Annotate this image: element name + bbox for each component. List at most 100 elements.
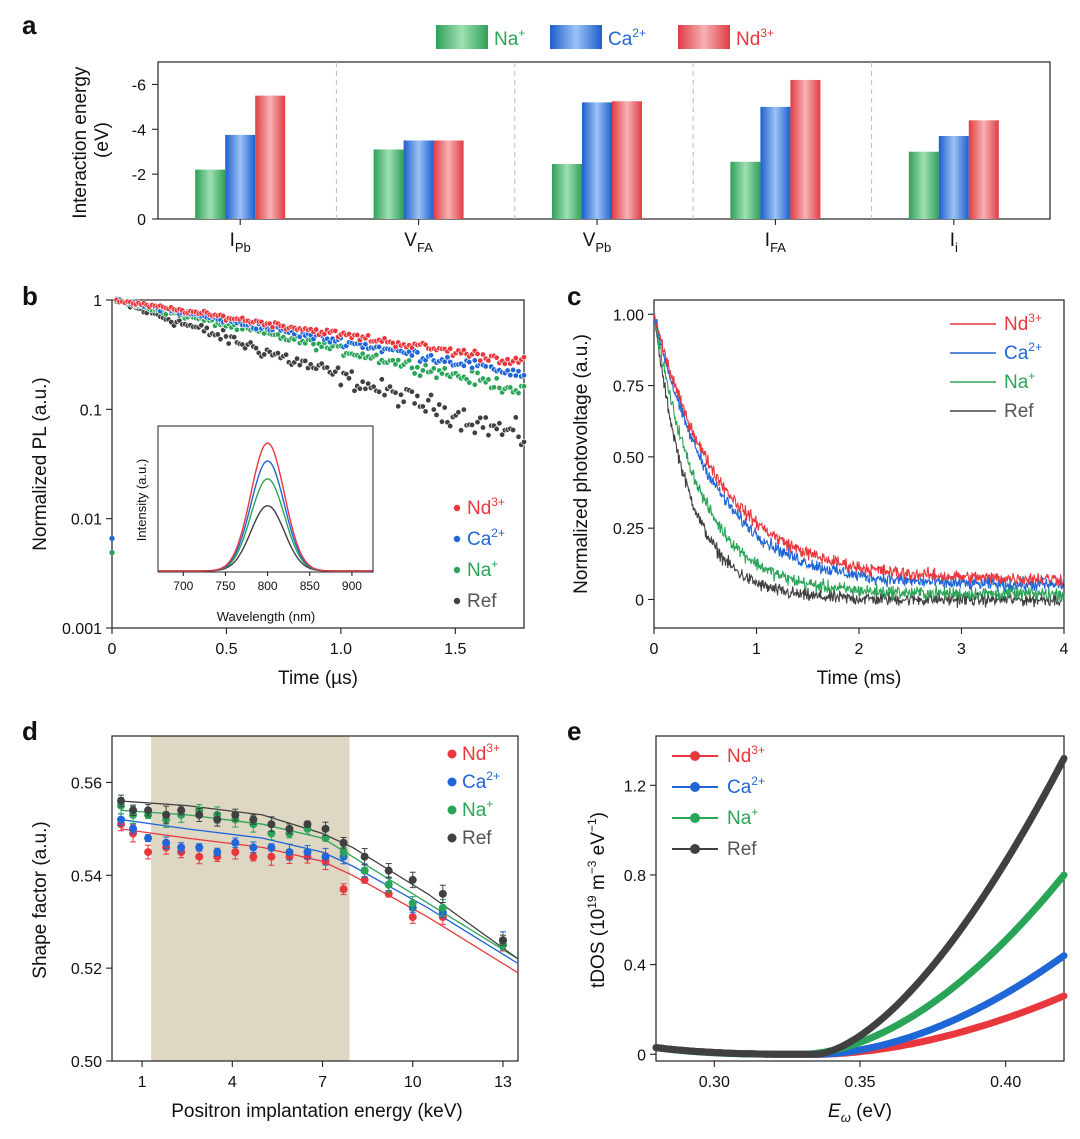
data-point-ca (144, 834, 153, 843)
data-point-ref (438, 889, 447, 898)
x-tick-label: 0.40 (990, 1074, 1021, 1091)
x-tick-label: 1 (752, 641, 761, 658)
inset-x-tick-label: 850 (300, 579, 320, 593)
bar-ca (760, 106, 791, 219)
data-point-ca (515, 368, 522, 375)
data-point-ref (392, 389, 399, 396)
legend-label-nd: Nd3+ (467, 495, 505, 519)
data-point-na (419, 367, 426, 374)
data-point-na (520, 383, 527, 390)
data-point-ca (195, 843, 204, 852)
legend-label-ref-base: Ref (462, 828, 492, 849)
bar-nd (433, 140, 464, 219)
data-point-na (384, 880, 393, 889)
legend-swatch-nd (678, 25, 730, 49)
y-tick-label: 0 (137, 212, 146, 229)
data-point-ref (395, 403, 402, 410)
data-point-nd (231, 848, 240, 857)
y-tick-label: 0 (637, 1047, 646, 1064)
data-point-ca (362, 341, 369, 348)
y-tick-label: 0.52 (71, 961, 102, 978)
data-point-ref (512, 414, 519, 421)
y-tick-label: 0.01 (71, 512, 102, 529)
data-point-ref (249, 815, 258, 824)
data-point-ref (231, 334, 238, 341)
legend-label-na: Na+ (462, 797, 493, 821)
bar-ca (938, 136, 969, 219)
panel-c-xlabel: Time (ms) (817, 668, 902, 689)
data-point-ca (520, 372, 527, 379)
data-point-nd (339, 885, 348, 894)
panel-c-legend: Nd3+ Ca2+ Na+ Ref (950, 311, 1042, 422)
panel-e-ylabel: tDOS (1019 m−3 eV−1) (585, 812, 609, 988)
panel-a-ylabel-line2: (eV) (92, 122, 113, 158)
x-tick-label: 13 (494, 1074, 512, 1091)
legend-swatch-ca (550, 25, 602, 49)
legend-label-ca-sup: 2+ (491, 526, 505, 540)
panel-label-e: e (567, 716, 581, 746)
data-point-na (485, 376, 492, 383)
data-point-ref (359, 378, 366, 385)
legend-label-ca-sup: 2+ (486, 769, 500, 783)
y-tick-label: 1 (93, 293, 102, 310)
data-point-na (359, 350, 366, 357)
x-tick-label: 1.5 (444, 641, 466, 658)
data-point-ref (384, 866, 393, 875)
inset-curve-nd (158, 442, 373, 572)
legend-label-na-base: Na (462, 800, 487, 821)
legend-label-ca: Ca2+ (727, 774, 765, 798)
data-point-ref (318, 360, 325, 367)
legend-marker-ca (447, 777, 457, 787)
x-tick-label-sub: FA (770, 240, 786, 255)
panel-a-ylabel-line1: Interaction energy (70, 66, 91, 219)
data-point-ref (515, 433, 522, 440)
data-point-ref (343, 371, 350, 378)
data-point-ref (348, 368, 355, 375)
data-point-ref (345, 375, 352, 382)
data-point-ca (408, 352, 415, 359)
data-point-na (233, 326, 240, 333)
data-point-ca (177, 843, 186, 852)
legend-label-na-base: Na (494, 29, 519, 50)
legend-label-ca-sup: 2+ (632, 26, 646, 40)
legend-label-na: Na+ (494, 26, 525, 50)
data-point-na (373, 351, 380, 358)
data-point-ref (339, 838, 348, 847)
data-point-nd (485, 357, 492, 364)
legend-label-na-base: Na (467, 560, 492, 581)
data-point-ca (249, 843, 258, 852)
data-point-ref (214, 331, 221, 338)
data-point-ref (477, 414, 484, 421)
y-tick-label: 0.001 (62, 621, 102, 638)
legend-label-ref-base: Ref (1004, 401, 1034, 422)
data-point-ref (356, 385, 363, 392)
panel-label-b: b (22, 281, 38, 311)
curve-ref (652, 754, 1068, 1058)
data-point-ref (447, 423, 454, 430)
y-tick-label: 0.8 (624, 868, 646, 885)
data-point-nd (392, 343, 399, 350)
data-point-ref (469, 421, 476, 428)
data-point-ca (471, 357, 478, 364)
bar-nd (255, 95, 286, 219)
panel-c: c 0 1 2 3 4 0 0.25 0.50 0.75 1.00 Time (ms) Norma… (567, 281, 1069, 689)
legend-marker-ref (453, 597, 461, 605)
legend-label-nd: Nd3+ (462, 741, 500, 765)
data-point-ca (231, 838, 240, 847)
data-point-na (490, 384, 497, 391)
data-point-ref (321, 824, 330, 833)
data-point-ref (414, 392, 421, 399)
data-point-ref (267, 820, 276, 829)
x-tick-label: 10 (404, 1074, 422, 1091)
data-point-nd (408, 913, 417, 922)
panel-a-legend: Na+ Ca2+ Nd3+ (436, 25, 774, 50)
y-tick-label: 1.00 (613, 307, 644, 324)
x-tick-label: 0.30 (699, 1074, 730, 1091)
y-tick-label: 0.56 (71, 775, 102, 792)
data-point-ref (485, 432, 492, 439)
panel-label-c: c (567, 281, 581, 311)
legend-marker-ca (690, 782, 700, 792)
data-point-ref (302, 357, 309, 364)
bar-nd (968, 120, 999, 219)
data-point-na (339, 848, 348, 857)
